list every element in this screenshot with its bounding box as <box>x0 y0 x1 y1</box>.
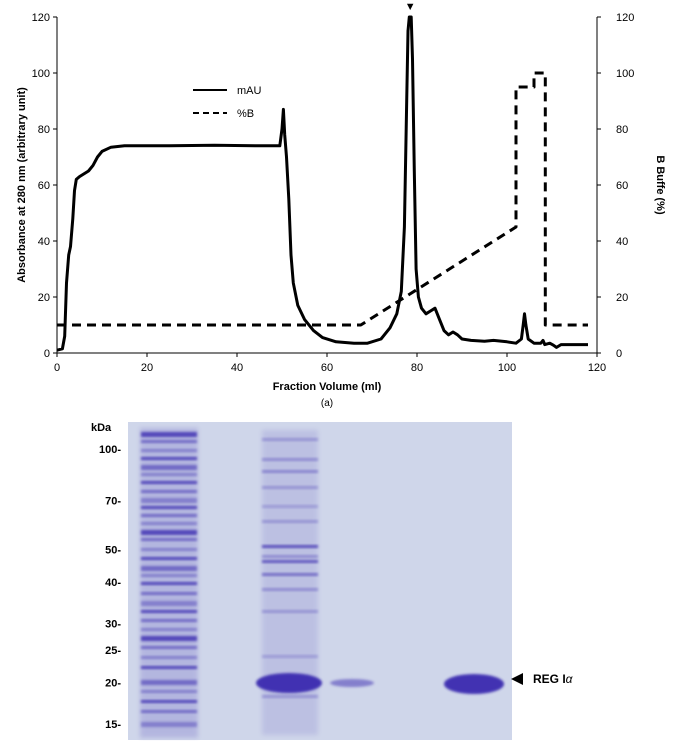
lane-2-band <box>262 486 318 489</box>
lane-1-band <box>141 619 197 622</box>
series-line-percent-b <box>57 71 588 327</box>
peak-marker-icon: ▼ <box>405 1 416 13</box>
lane-2-band <box>262 560 318 563</box>
lane-1-band <box>141 646 197 649</box>
lane-1-band <box>141 538 197 541</box>
lane-1-band <box>141 440 197 443</box>
legend-label: %B <box>237 108 254 120</box>
gel-svg: kDa 100- 70- 50- 40- 30- 25- 20- 15- REG Iα <box>91 422 574 740</box>
lane-1-band <box>141 601 197 606</box>
lane-1-band <box>141 548 197 551</box>
kda-unit-label: kDa <box>91 422 112 434</box>
y-left-axis-label: Absorbance at 280 nm (arbitrary unit) <box>16 87 28 283</box>
y-left-tick-label: 80 <box>38 124 50 136</box>
chart-svg: 0 20 40 60 80 100 120 0 20 40 60 80 100 120 0 20 40 60 80 1… <box>16 1 666 409</box>
lane-1-band <box>141 680 197 685</box>
lane-2-band <box>262 458 318 461</box>
lane-2-band <box>262 588 318 591</box>
lane-2-band <box>262 438 318 441</box>
lane-1-band <box>141 530 197 535</box>
series-line-mau <box>56 15 588 352</box>
marker-label: 15- <box>105 719 121 731</box>
lane-1-band <box>141 522 197 525</box>
lane-1-band <box>141 656 197 659</box>
x-tick-label: 120 <box>588 362 606 374</box>
x-tick-label: 60 <box>321 362 333 374</box>
x-tick-label: 40 <box>231 362 243 374</box>
lane-2-reg-band <box>256 673 322 693</box>
y-right-tick-label: 60 <box>616 180 628 192</box>
band-arrow-icon <box>511 673 523 685</box>
marker-label: 20- <box>105 677 121 689</box>
y-right-tick-label: 40 <box>616 236 628 248</box>
lane-2-band <box>262 610 318 613</box>
legend-label: mAU <box>237 85 262 97</box>
lane-1-band <box>141 557 197 560</box>
lane-1-band <box>141 582 197 585</box>
y-right-tick-label: 80 <box>616 124 628 136</box>
x-axis-label: Fraction Volume (ml) <box>273 381 382 393</box>
lane-1-band <box>141 710 197 713</box>
lane-1-band <box>141 610 197 613</box>
lane-1-band <box>141 636 197 641</box>
lane-2-band <box>262 555 318 558</box>
marker-label: 50- <box>105 544 121 556</box>
lane-2-band <box>262 695 318 698</box>
lane-1-band <box>141 566 197 571</box>
lane-2-band <box>262 545 318 548</box>
lane-2-band <box>262 505 318 508</box>
lane-1-band <box>141 700 197 703</box>
lane-1-band <box>141 574 197 577</box>
y-left-tick-label: 40 <box>38 236 50 248</box>
lane-1-band <box>141 490 197 493</box>
marker-label: 40- <box>105 577 121 589</box>
lane-1-band <box>141 465 197 470</box>
x-tick-label: 100 <box>498 362 516 374</box>
lane-1-band <box>141 690 197 693</box>
y-right-tick-label: 20 <box>616 292 628 304</box>
lane-3-reg-band <box>330 679 374 687</box>
marker-label: 30- <box>105 619 121 631</box>
y-left-tick-label: 60 <box>38 180 50 192</box>
marker-label: 100- <box>99 444 121 456</box>
band-label-text: REG I <box>533 672 566 686</box>
lane-1-band <box>141 666 197 669</box>
lane-2-band <box>262 655 318 658</box>
lane-1-band <box>141 628 197 631</box>
lane-1-band <box>141 473 197 476</box>
band-label: REG Iα <box>533 672 574 686</box>
y-left-tick-label: 100 <box>32 68 50 80</box>
x-tick-label: 20 <box>141 362 153 374</box>
lane-2-flowthrough <box>256 430 322 735</box>
lane-2-band <box>262 573 318 576</box>
x-tick-label: 0 <box>54 362 60 374</box>
lane-2-band <box>262 520 318 523</box>
y-right-tick-label: 120 <box>616 12 634 24</box>
lane-1-band <box>141 506 197 509</box>
y-left-tick-label: 0 <box>44 348 50 360</box>
lane-1-band <box>141 592 197 595</box>
marker-label: 25- <box>105 645 121 657</box>
lane-1-band <box>141 432 197 437</box>
lane-1-band <box>141 722 197 727</box>
marker-label: 70- <box>105 496 121 508</box>
y-right-tick-label: 0 <box>616 348 622 360</box>
lane-1-band <box>141 514 197 517</box>
y-left-tick-label: 20 <box>38 292 50 304</box>
y-right-axis-label: B Buffe (%) <box>654 155 666 215</box>
band-label-greek: α <box>566 672 574 686</box>
lane-1-band <box>141 498 197 503</box>
x-tick-label: 80 <box>411 362 423 374</box>
y-left-tick-label: 120 <box>32 12 50 24</box>
lane-1-band <box>141 481 197 484</box>
lane-1-band <box>141 457 197 460</box>
lane-4-reg-band <box>444 674 504 694</box>
lane-1-band <box>141 449 197 452</box>
lane-1-lysate <box>140 428 198 738</box>
sds-page-gel-figure: kDa 100- 70- 50- 40- 30- 25- 20- 15- REG Iα <box>0 410 683 741</box>
chromatogram-chart: 0 20 40 60 80 100 120 0 20 40 60 80 100 120 0 20 40 60 80 1… <box>16 1 666 409</box>
y-right-tick-label: 100 <box>616 68 634 80</box>
panel-label: (a) <box>321 398 333 409</box>
lane-2-band <box>262 470 318 473</box>
